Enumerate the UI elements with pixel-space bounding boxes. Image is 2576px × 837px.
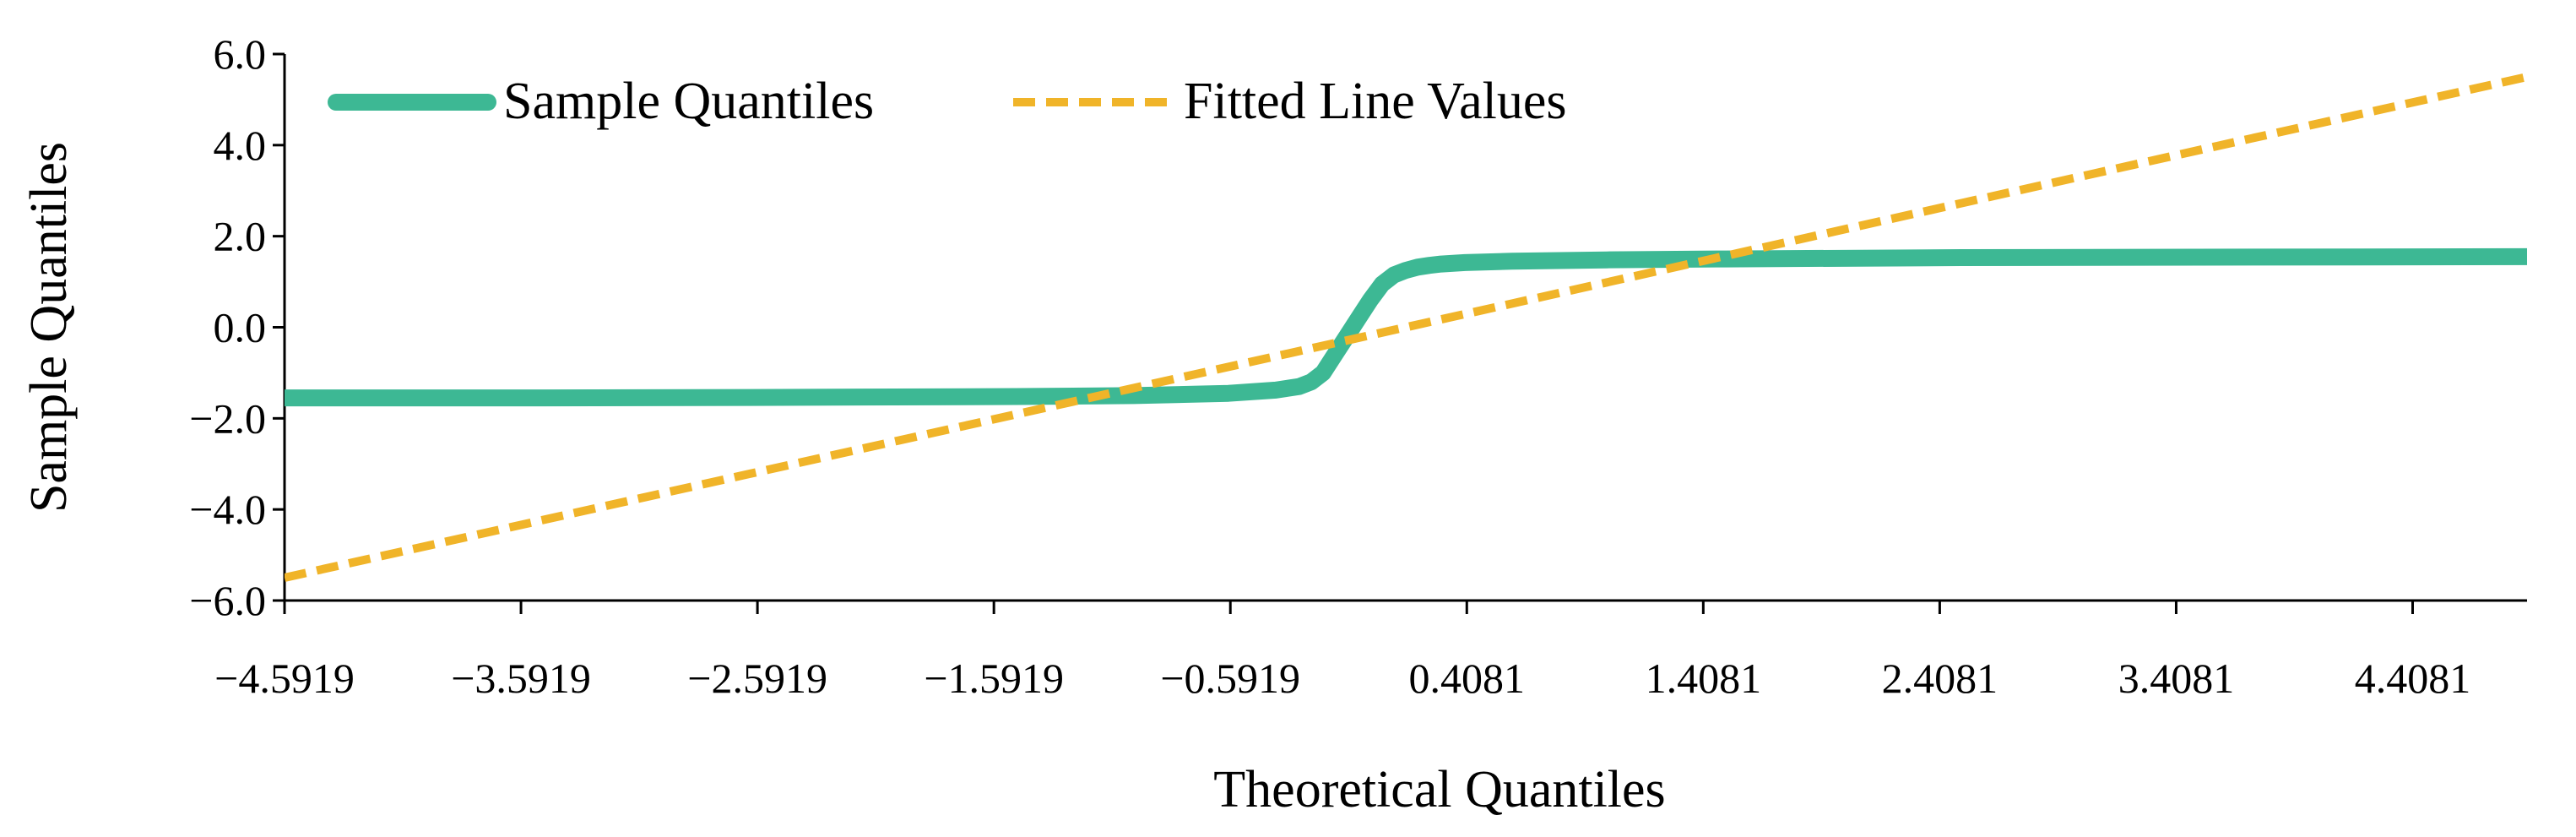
x-tick-label: 4.4081 bbox=[2355, 655, 2471, 702]
y-axis: 6.0 4.0 2.0 0.0 −2.0 −4.0 −6.0 bbox=[189, 30, 285, 624]
x-tick-label: 3.4081 bbox=[2118, 655, 2235, 702]
x-axis: −4.5919 −3.5919 −2.5919 −1.5919 −0.5919 0.408… bbox=[214, 601, 2470, 702]
x-tick-label: −2.5919 bbox=[687, 655, 827, 702]
series-line-sample-quantiles bbox=[285, 247, 2527, 407]
y-tick-label: −2.0 bbox=[189, 394, 266, 442]
x-tick-label: 0.4081 bbox=[1409, 655, 1526, 702]
x-tick-label: −4.5919 bbox=[214, 655, 355, 702]
x-tick-label: 2.4081 bbox=[1882, 655, 1998, 702]
y-tick-label: −4.0 bbox=[189, 486, 266, 533]
x-tick-label: −3.5919 bbox=[451, 655, 591, 702]
series-layer bbox=[285, 73, 2527, 582]
x-tick-label: −0.5919 bbox=[1160, 655, 1300, 702]
legend-label-fitted-line-values: Fitted Line Values bbox=[1184, 73, 1566, 130]
y-axis-title: Sample Quantiles bbox=[20, 142, 78, 513]
y-tick-label: 6.0 bbox=[214, 30, 267, 78]
y-tick-label: 4.0 bbox=[214, 122, 267, 169]
legend-label-sample-quantiles: Sample Quantiles bbox=[503, 73, 874, 130]
x-tick-label: 1.4081 bbox=[1646, 655, 1762, 702]
legend: Sample Quantiles Fitted Line Values bbox=[328, 73, 1566, 130]
y-tick-label: 0.0 bbox=[214, 304, 267, 351]
series-line-fitted-line-values bbox=[285, 73, 2527, 582]
y-tick-label: −6.0 bbox=[189, 577, 266, 624]
x-tick-label: −1.5919 bbox=[924, 655, 1064, 702]
x-axis-title: Theoretical Quantiles bbox=[1213, 761, 1665, 818]
plot-area bbox=[283, 54, 2527, 602]
y-tick-label: 2.0 bbox=[214, 213, 267, 260]
